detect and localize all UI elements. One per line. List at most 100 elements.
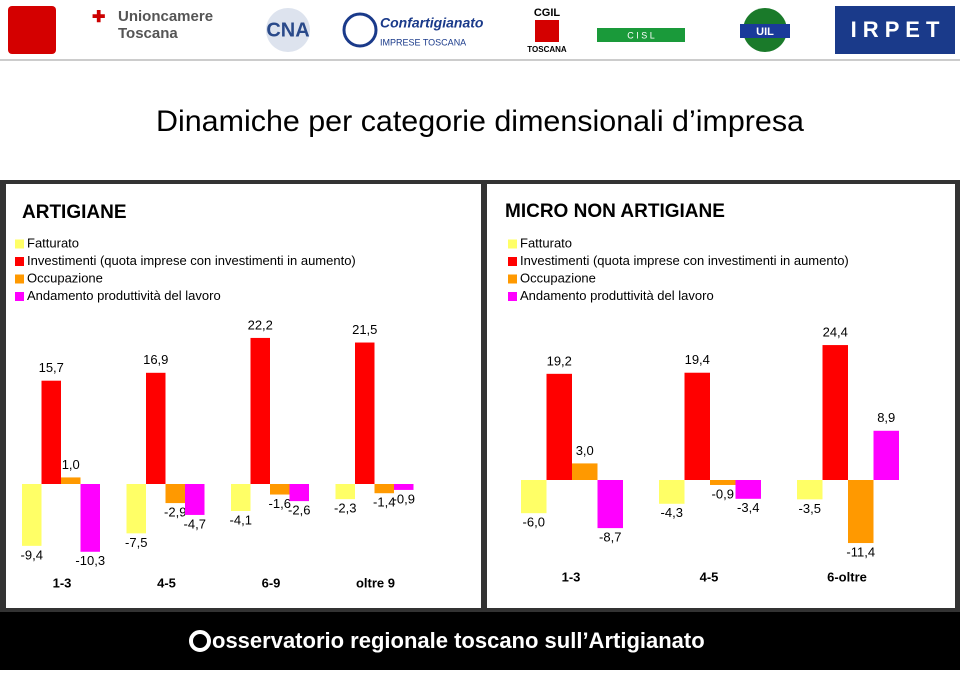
bar	[185, 484, 205, 515]
footer-band	[0, 612, 960, 670]
logo-text: Unioncamere	[118, 8, 213, 25]
data-label: -4,3	[661, 505, 683, 520]
bar	[231, 484, 251, 511]
footer-logo	[189, 630, 211, 652]
legend-swatch	[15, 274, 24, 284]
bar	[355, 342, 375, 484]
data-label: 24,4	[823, 325, 848, 340]
bar	[597, 480, 623, 529]
bar	[374, 484, 394, 494]
bar	[289, 484, 309, 502]
logo-block	[835, 6, 955, 54]
bar	[335, 484, 355, 500]
data-label: -3,4	[737, 500, 759, 515]
x-tick-label: 1-3	[53, 575, 72, 590]
slide-title: Dinamiche per categorie dimensionali d’i…	[156, 105, 804, 138]
legend-label: Occupazione	[520, 270, 596, 285]
bar	[848, 480, 874, 544]
legend-label: Andamento produttività del lavoro	[27, 288, 221, 303]
data-label: 19,2	[547, 353, 572, 368]
bar	[546, 373, 572, 480]
bar	[710, 480, 736, 485]
data-label: -8,7	[599, 530, 621, 545]
logo-circle	[266, 8, 310, 52]
data-label: -4,7	[184, 516, 206, 531]
logo-band	[597, 28, 685, 42]
logo-text: IMPRESE TOSCANA	[380, 37, 466, 47]
data-label: 8,9	[877, 410, 895, 425]
logo-band	[740, 24, 790, 38]
bar	[521, 480, 547, 514]
x-tick-label: 1-3	[562, 569, 581, 584]
data-label: -0,9	[393, 491, 415, 506]
legend-label: Fatturato	[27, 235, 79, 250]
region-logo	[8, 6, 56, 54]
data-label: 22,2	[248, 317, 273, 332]
logo-text: C I S L	[627, 30, 655, 40]
data-label: -1,4	[373, 495, 395, 510]
data-label: -3,5	[799, 501, 821, 516]
bar	[126, 484, 146, 534]
footer-text: osservatorio regionale toscano sull’Arti…	[212, 628, 705, 653]
legend-swatch	[15, 292, 24, 301]
logo-cross: ✚	[92, 9, 105, 26]
data-label: -11,4	[846, 544, 875, 559]
x-tick-label: 4-5	[157, 575, 176, 590]
legend-swatch	[15, 257, 24, 266]
x-tick-label: 4-5	[700, 569, 719, 584]
chart-title: MICRO NON ARTIGIANE	[505, 201, 725, 222]
logo-text: CNA	[266, 19, 309, 41]
x-tick-label: 6-oltre	[827, 569, 867, 584]
bar	[22, 484, 42, 546]
logo-text: CGIL	[534, 7, 561, 19]
bar	[797, 480, 823, 500]
bar	[659, 480, 685, 504]
bar	[572, 463, 598, 480]
data-label: -7,5	[125, 535, 147, 550]
data-label: -1,6	[269, 496, 291, 511]
legend-swatch	[508, 239, 517, 249]
legend-swatch	[508, 274, 517, 284]
bar	[146, 372, 166, 484]
bar	[80, 484, 100, 552]
logo-text: TOSCANA	[527, 45, 567, 54]
data-label: -10,3	[75, 553, 105, 568]
logo-block	[535, 20, 559, 42]
data-label: -2,9	[164, 505, 186, 520]
data-label: 21,5	[352, 322, 377, 337]
data-label: 15,7	[39, 360, 64, 375]
legend-swatch	[15, 239, 24, 249]
logo-text: UIL	[756, 26, 774, 38]
legend-label: Fatturato	[520, 235, 572, 250]
data-label: 3,0	[576, 443, 594, 458]
data-label: -9,4	[21, 547, 43, 562]
data-label: -2,3	[334, 501, 356, 516]
bar	[61, 477, 81, 484]
bar	[684, 372, 710, 480]
data-label: -6,0	[523, 515, 545, 530]
x-tick-label: oltre 9	[356, 575, 395, 590]
bar	[250, 337, 270, 484]
legend-label: Investimenti (quota imprese con investim…	[27, 253, 356, 268]
logo-text: Confartigianato	[380, 15, 484, 31]
bar	[735, 480, 761, 499]
legend-swatch	[508, 257, 517, 266]
bar	[270, 484, 290, 495]
chart-title: ARTIGIANE	[22, 202, 127, 223]
logo-circle	[342, 12, 378, 48]
data-label: -2,6	[288, 503, 310, 518]
data-label: -4,1	[230, 512, 252, 527]
legend-label: Occupazione	[27, 270, 103, 285]
bar	[41, 380, 61, 484]
legend-label: Investimenti (quota imprese con investim…	[520, 253, 849, 268]
legend-label: Andamento produttività del lavoro	[520, 288, 714, 303]
data-label: 1,0	[62, 457, 80, 472]
logo-text: I R P E T	[851, 17, 940, 42]
x-tick-label: 6-9	[262, 575, 281, 590]
logo-text: Toscana	[118, 25, 178, 42]
bar	[822, 345, 848, 480]
legend-swatch	[508, 292, 517, 301]
data-label: -0,9	[712, 486, 734, 501]
